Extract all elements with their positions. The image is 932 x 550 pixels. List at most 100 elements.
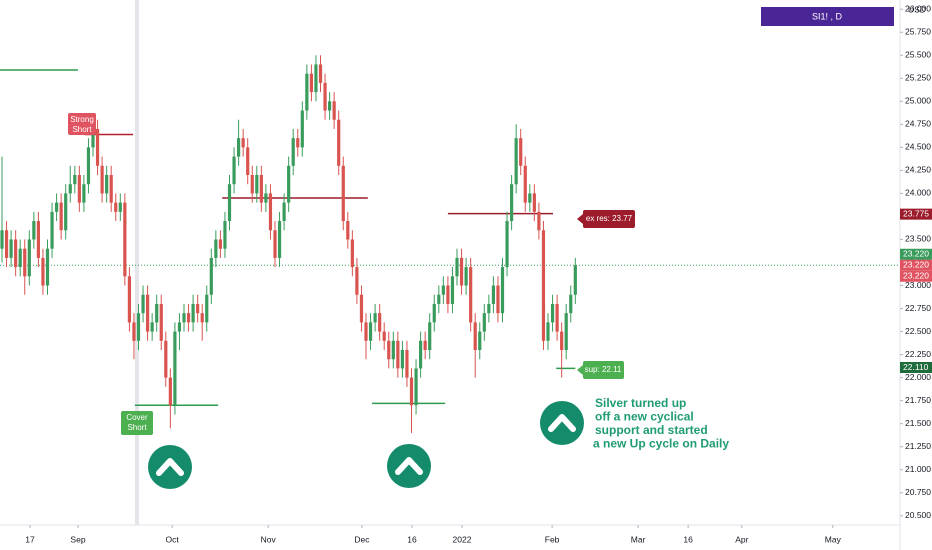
candle-body [346, 221, 350, 240]
candle-body [186, 313, 191, 323]
comment-line: Silver turned up [595, 396, 686, 410]
y-tick-label: 24.500 [905, 142, 931, 152]
candle-body [337, 119, 341, 166]
x-tick-label: Oct [166, 534, 180, 544]
comment-line: a new Up cycle on Daily [593, 437, 729, 451]
candle-body [382, 331, 386, 341]
candle-body [246, 147, 250, 175]
candle-body [55, 202, 59, 212]
x-tick-label: Feb [545, 534, 560, 544]
candle-body [23, 248, 27, 277]
sup-box [583, 361, 624, 379]
candle-body [355, 267, 359, 295]
candle-body [223, 221, 227, 249]
candle-body [255, 175, 259, 194]
candle-body [441, 285, 445, 295]
candle-body [191, 303, 195, 323]
candle-body [82, 184, 86, 203]
x-tick-label: May [825, 534, 842, 544]
candle-body [0, 230, 4, 249]
strong-short-label-box [68, 113, 96, 135]
candle-body [127, 276, 132, 323]
candle-body [514, 138, 518, 185]
x-tick-label: Sep [70, 534, 85, 544]
candle-body [118, 202, 122, 212]
candle-body [268, 193, 273, 231]
candle-body [200, 313, 204, 323]
candle-body [550, 303, 555, 323]
x-tick-label: Apr [735, 534, 748, 544]
candle-body [4, 230, 9, 258]
candle-body [105, 175, 109, 194]
candle-body [168, 377, 172, 406]
candle-body [378, 313, 382, 332]
price-label-box [900, 362, 932, 373]
candle-body [214, 239, 218, 258]
candle-body [496, 285, 500, 314]
cover-short-label: Short [127, 423, 147, 432]
candle-body [41, 257, 45, 286]
candle-body [73, 175, 77, 185]
candle-body [328, 101, 332, 111]
up-circle [540, 401, 584, 445]
price-label-box [900, 270, 932, 282]
up-chevron [156, 458, 184, 476]
candle-body [196, 303, 200, 314]
candle-body [132, 322, 136, 341]
comment-line: support and started [595, 423, 708, 437]
candle-body [528, 193, 532, 203]
candle-body [136, 313, 141, 341]
candle-body [64, 193, 68, 231]
candle-body [14, 239, 18, 268]
cover-short-label: Cover [126, 413, 148, 422]
candle-body [9, 239, 13, 258]
candle-body [482, 313, 486, 332]
candle-body [277, 221, 282, 258]
candle-body [164, 340, 168, 378]
candle-body [341, 165, 345, 222]
candle-body [291, 138, 295, 166]
cursor-band [135, 0, 139, 525]
y-tick-label: 25.750 [905, 26, 931, 36]
y-tick-label: 21.250 [905, 441, 931, 451]
candle-body [273, 230, 277, 258]
candle-body [287, 165, 291, 203]
candle-body [405, 350, 409, 378]
candle-body [423, 340, 427, 350]
candle-body [50, 211, 54, 249]
currency: USD [908, 4, 926, 14]
candle-body [469, 267, 473, 323]
candle-body [478, 331, 482, 350]
price-label: 23.775 [903, 208, 929, 218]
candle-body [450, 276, 455, 304]
x-tick-label: 16 [683, 534, 693, 544]
y-tick-label: 22.500 [905, 326, 931, 336]
y-tick-label: 22.750 [905, 303, 931, 313]
candle-body [400, 350, 405, 369]
candle-body [95, 128, 100, 166]
candle-body [68, 184, 72, 194]
candle-body [491, 285, 496, 304]
cover-short-label-box [121, 411, 153, 435]
candle-body [473, 322, 477, 350]
y-tick-label: 25.000 [905, 96, 931, 106]
candle-body [77, 175, 81, 203]
y-tick-label: 22.250 [905, 349, 931, 359]
price-label-box [900, 208, 932, 220]
y-tick-label: 22.000 [905, 372, 931, 382]
strong-short-label: Short [72, 125, 92, 134]
candle-body [459, 257, 464, 286]
candle-body [446, 285, 450, 304]
res-pointer [577, 214, 583, 224]
candle-body [86, 147, 91, 185]
comment-line: off a new cyclical [595, 410, 694, 424]
candle-body [409, 377, 414, 406]
candle-body [564, 313, 568, 350]
candle-body [114, 202, 118, 212]
candle-body [569, 294, 573, 314]
candle-body [323, 82, 327, 111]
price-label-box [900, 259, 932, 271]
candle-body [560, 331, 564, 350]
candle-body [177, 322, 182, 332]
